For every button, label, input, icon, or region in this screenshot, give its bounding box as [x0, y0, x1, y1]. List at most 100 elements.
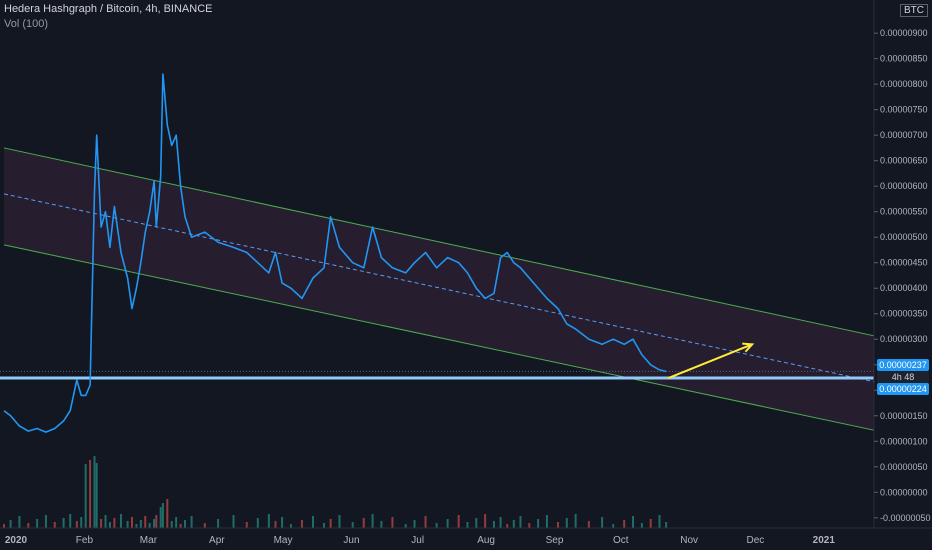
volume-bar [380, 521, 383, 528]
volume-bar [139, 520, 142, 528]
y-tick-label: 0.00000000 [880, 487, 928, 497]
volume-bar [203, 523, 206, 528]
volume-bar [565, 518, 568, 528]
price-line [3, 73, 667, 433]
volume-bar [119, 514, 122, 528]
x-tick-label: 2020 [5, 535, 28, 546]
y-tick-label: 0.00000800 [880, 79, 928, 89]
volume-bar [108, 522, 111, 528]
volume-bar [84, 464, 87, 528]
channel-upper-line [3, 147, 879, 338]
channel-mid-line [3, 193, 879, 384]
volume-bar [80, 517, 83, 528]
last-price-tag: 0.00000237 [877, 359, 929, 371]
volume-bar [457, 515, 460, 528]
volume-bar [371, 514, 374, 528]
y-tick-label: 0.00000350 [880, 309, 928, 319]
volume-bar [537, 519, 540, 528]
volume-bar [499, 517, 502, 528]
indicator-label[interactable]: Vol (100) [4, 18, 49, 30]
volume-bar [404, 524, 407, 528]
x-tick-label: Feb [76, 535, 94, 546]
horizontal-lines [0, 370, 874, 380]
volume-bar [190, 516, 193, 528]
y-tick-label: 0.00000100 [880, 436, 928, 446]
channel-fill [4, 147, 878, 432]
volume-bar [601, 517, 604, 528]
volume-bar [175, 517, 178, 528]
volume-bars [3, 456, 668, 528]
volume-bar [574, 514, 577, 528]
volume-bar [338, 515, 341, 528]
y-tick-label: 0.00000700 [880, 130, 928, 140]
volume-bar [506, 524, 509, 528]
y-tick-label: 0.00000900 [880, 28, 928, 38]
x-tick-label: Jul [411, 535, 424, 546]
volume-bar [466, 522, 469, 528]
level-price-tag: 0.00000224 [877, 383, 929, 395]
volume-bar [556, 522, 559, 528]
volume-bar [232, 515, 235, 528]
volume-bar [413, 520, 416, 528]
y-tick-label: 0.00000400 [880, 283, 928, 293]
volume-bar [126, 521, 129, 528]
x-tick-label: Nov [680, 535, 698, 546]
x-tick-label: Sep [546, 535, 564, 546]
volume-bar [179, 524, 182, 528]
price-series [3, 73, 667, 433]
volume-bar [95, 463, 98, 528]
y-tick-label: 0.00000050 [880, 462, 928, 472]
y-tick-label: 0.00000750 [880, 105, 928, 115]
volume-bar [435, 523, 438, 528]
x-tick-label: Oct [613, 535, 629, 546]
volume-bar [104, 515, 107, 528]
volume-bar [75, 521, 78, 528]
y-tick-label: 0.00000650 [880, 156, 928, 166]
volume-bar [69, 514, 72, 528]
volume-bar [18, 516, 21, 528]
volume-bar [155, 515, 158, 528]
arrow-shaft [667, 343, 753, 379]
volume-bar [170, 521, 173, 528]
volume-bar [44, 515, 47, 528]
volume-bar [351, 522, 354, 528]
volume-bar [632, 516, 635, 528]
y-tick-label: 0.00000150 [880, 411, 928, 421]
y-tick-label: 0.00000300 [880, 334, 928, 344]
volume-bar [135, 524, 138, 528]
x-tick-label: Apr [209, 535, 225, 546]
volume-bar [492, 521, 495, 528]
volume-bar [159, 507, 162, 528]
arrow-head [742, 342, 755, 353]
currency-badge[interactable]: BTC [900, 4, 928, 17]
volume-bar [323, 523, 326, 528]
volume-bar [587, 521, 590, 528]
volume-bar [649, 519, 652, 528]
x-tick-label: Aug [477, 535, 495, 546]
volume-bar [93, 456, 96, 528]
chart-title: Hedera Hashgraph / Bitcoin, 4h, BINANCE [4, 3, 213, 15]
volume-bar [267, 514, 270, 528]
x-tick-label: Jun [343, 535, 359, 546]
volume-bar [512, 520, 515, 528]
volume-bar [362, 518, 365, 528]
volume-bar [640, 523, 643, 528]
trend-arrow [667, 342, 755, 379]
volume-bar [300, 520, 303, 528]
volume-bar [113, 518, 116, 528]
volume-bar [36, 519, 39, 528]
volume-bar [528, 523, 531, 528]
volume-bar [27, 523, 30, 528]
y-tick-label: 0.00000500 [880, 232, 928, 242]
volume-bar [446, 519, 449, 528]
channel-lower-line [3, 244, 879, 432]
volume-bar [289, 524, 292, 528]
volume-bar [519, 516, 522, 528]
regression-channel [3, 147, 879, 432]
y-tick-label: 0.00000550 [880, 207, 928, 217]
volume-bar [311, 516, 314, 528]
volume-bar [245, 522, 248, 528]
volume-bar [217, 519, 220, 528]
volume-bar [161, 503, 164, 528]
